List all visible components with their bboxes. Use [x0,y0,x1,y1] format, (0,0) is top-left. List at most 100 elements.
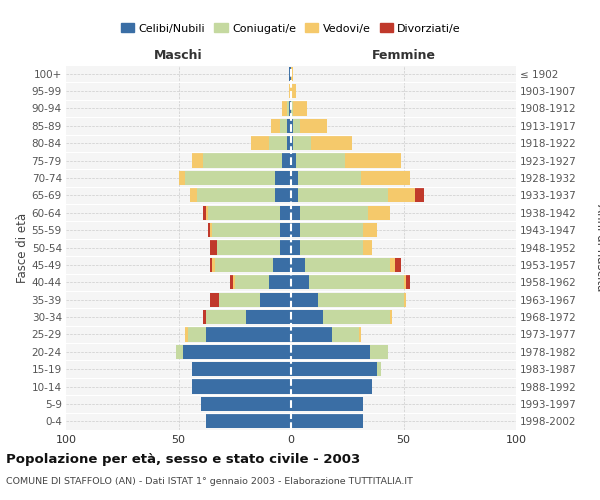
Bar [298,188,388,202]
Bar [318,292,404,307]
Bar [275,188,291,202]
Bar [210,292,219,307]
Bar [205,414,291,428]
Bar [289,102,291,116]
Bar [291,84,296,98]
Text: Popolazione per età, sesso e stato civile - 2003: Popolazione per età, sesso e stato civil… [6,452,360,466]
Bar [208,206,280,220]
Bar [291,414,363,428]
Bar [215,258,273,272]
Bar [293,136,311,150]
Bar [363,240,372,254]
Bar [377,362,381,376]
Bar [219,292,260,307]
Bar [291,136,293,150]
Text: COMUNE DI STAFFOLO (AN) - Dati ISTAT 1° gennaio 2003 - Elaborazione TUTTITALIA.I: COMUNE DI STAFFOLO (AN) - Dati ISTAT 1° … [6,478,413,486]
Bar [179,171,185,185]
Bar [291,154,296,168]
Bar [293,102,307,116]
Bar [298,171,361,185]
Bar [192,362,291,376]
Bar [291,258,305,272]
Bar [205,328,291,342]
Bar [300,206,367,220]
Bar [291,240,300,254]
Bar [183,344,291,359]
Y-axis label: Fasce di età: Fasce di età [16,212,29,282]
Bar [309,275,404,289]
Y-axis label: Anni di nascita: Anni di nascita [593,204,600,291]
Bar [415,188,424,202]
Bar [210,223,212,237]
Bar [201,397,291,411]
Bar [217,240,280,254]
Legend: Celibi/Nubili, Coniugati/e, Vedovi/e, Divorziati/e: Celibi/Nubili, Coniugati/e, Vedovi/e, Di… [121,23,461,34]
Bar [293,118,300,133]
Bar [363,223,377,237]
Bar [291,275,309,289]
Bar [291,223,300,237]
Bar [176,344,183,359]
Bar [404,275,406,289]
Bar [280,206,291,220]
Bar [260,292,291,307]
Bar [212,258,215,272]
Bar [291,188,298,202]
Bar [192,380,291,394]
Bar [287,102,289,116]
Bar [251,136,269,150]
Bar [280,240,291,254]
Bar [404,292,406,307]
Bar [203,154,282,168]
Bar [282,154,291,168]
Bar [291,118,293,133]
Bar [289,84,291,98]
Bar [187,328,205,342]
Bar [291,102,293,116]
Bar [345,154,401,168]
Bar [192,154,203,168]
Bar [230,275,233,289]
Bar [246,310,291,324]
Bar [361,171,410,185]
Bar [212,223,280,237]
Bar [233,275,235,289]
Bar [280,118,287,133]
Bar [291,362,377,376]
Bar [203,206,205,220]
Bar [273,258,291,272]
Bar [311,136,352,150]
Bar [269,275,291,289]
Bar [287,118,291,133]
Bar [300,240,363,254]
Bar [269,136,287,150]
Bar [390,258,395,272]
Bar [291,328,331,342]
Bar [205,206,208,220]
Bar [305,258,390,272]
Bar [190,188,197,202]
Bar [291,171,298,185]
Bar [296,154,345,168]
Bar [197,188,275,202]
Bar [331,328,359,342]
Bar [323,310,390,324]
Bar [390,310,392,324]
Bar [289,66,291,81]
Bar [291,292,318,307]
Bar [291,397,363,411]
Bar [300,118,327,133]
Bar [235,275,269,289]
Text: Maschi: Maschi [154,50,203,62]
Bar [291,206,300,220]
Bar [282,102,287,116]
Bar [395,258,401,272]
Bar [210,258,212,272]
Bar [291,380,372,394]
Bar [388,188,415,202]
Bar [185,171,275,185]
Bar [287,136,291,150]
Bar [205,310,246,324]
Bar [280,223,291,237]
Bar [406,275,410,289]
